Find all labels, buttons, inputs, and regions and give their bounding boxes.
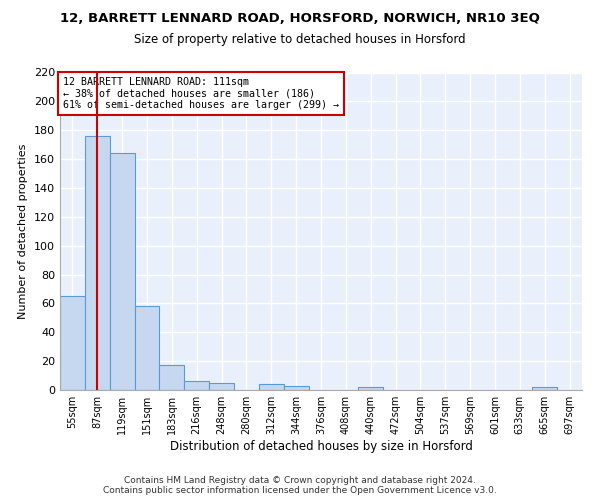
X-axis label: Distribution of detached houses by size in Horsford: Distribution of detached houses by size …	[170, 440, 472, 453]
Bar	[209, 383, 234, 390]
Text: Size of property relative to detached houses in Horsford: Size of property relative to detached ho…	[134, 32, 466, 46]
Bar	[532, 387, 557, 390]
Bar	[110, 154, 134, 390]
Bar	[134, 306, 160, 390]
Y-axis label: Number of detached properties: Number of detached properties	[19, 144, 28, 319]
Text: 12 BARRETT LENNARD ROAD: 111sqm
← 38% of detached houses are smaller (186)
61% o: 12 BARRETT LENNARD ROAD: 111sqm ← 38% of…	[62, 78, 338, 110]
Text: Contains HM Land Registry data © Crown copyright and database right 2024.
Contai: Contains HM Land Registry data © Crown c…	[103, 476, 497, 495]
Text: 12, BARRETT LENNARD ROAD, HORSFORD, NORWICH, NR10 3EQ: 12, BARRETT LENNARD ROAD, HORSFORD, NORW…	[60, 12, 540, 26]
Bar	[160, 366, 184, 390]
Bar	[358, 387, 383, 390]
Bar	[85, 136, 110, 390]
Bar	[259, 384, 284, 390]
Bar	[284, 386, 308, 390]
Bar	[60, 296, 85, 390]
Bar	[184, 382, 209, 390]
